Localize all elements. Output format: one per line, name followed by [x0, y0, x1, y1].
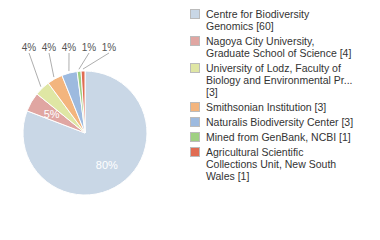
- html-text:Agricultural Scientific Collec: Agricultural Scientific Collections Unit…: [206, 146, 337, 182]
- html-text:Mined from GenBank, NCBI [1]: Mined from GenBank, NCBI [1]: [206, 131, 351, 143]
- html-text:Centre for Biodiversity Genomi: Centre for Biodiversity Genomics [60]: [206, 8, 310, 32]
- html-text:University of Lodz, Faculty of: University of Lodz, Faculty of Biology a…: [206, 62, 353, 98]
- svg-text:1%: 1%: [102, 42, 117, 53]
- svg-text:1%: 1%: [82, 42, 97, 53]
- svg-text:4%: 4%: [22, 42, 37, 53]
- svg-text:4%: 4%: [62, 42, 77, 53]
- svg-text:4%: 4%: [42, 42, 57, 53]
- svg-text:5%: 5%: [44, 108, 60, 120]
- html-text:Naturalis Biodiversity Center: Naturalis Biodiversity Center [3]: [206, 116, 354, 128]
- svg-text:80%: 80%: [96, 159, 118, 171]
- html-text:Smithsonian Institution [3]: Smithsonian Institution [3]: [206, 101, 327, 113]
- html-text:Nagoya City University, Gradua: Nagoya City University, Graduate School …: [206, 35, 352, 59]
